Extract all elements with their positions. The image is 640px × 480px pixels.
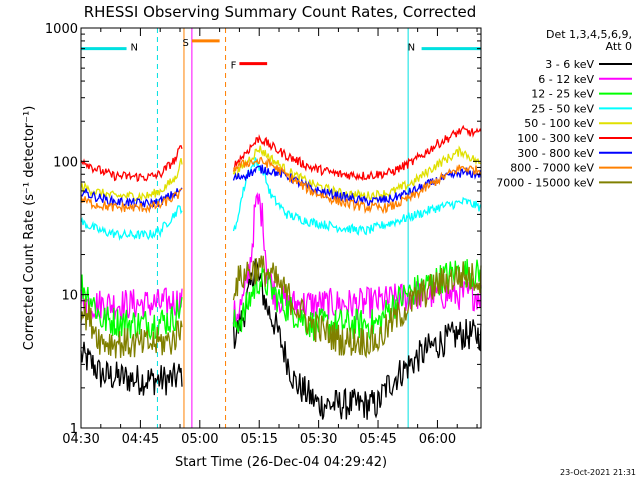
x-tick-label-4: 05:30 bbox=[300, 432, 337, 447]
legend-label-0: 3 - 6 keV bbox=[545, 58, 594, 71]
x-tick-label-0: 04:30 bbox=[62, 432, 99, 447]
legend-label-6: 300 - 800 keV bbox=[517, 147, 594, 160]
x-tick-label-5: 05:45 bbox=[359, 432, 396, 447]
annotation-label-0: N bbox=[131, 43, 138, 54]
axes: 04:30 04:45 05:00 05:15 05:30 05:45 06:00 1 10 10… bbox=[45, 22, 481, 447]
y-tick-label-3: 1000 bbox=[45, 22, 78, 37]
series-line-8 bbox=[80, 255, 482, 359]
x-tick-label-3: 05:15 bbox=[240, 432, 277, 447]
legend-label-8: 7000 - 15000 keV bbox=[496, 176, 594, 189]
series-line-7 bbox=[80, 156, 482, 215]
plot-frame bbox=[80, 27, 482, 429]
y-axis-label: Corrected Count Rate (s⁻¹ detector⁻¹) bbox=[22, 106, 37, 351]
series-line-4 bbox=[80, 145, 482, 202]
legend: Det 1,3,4,5,6,9,Att 0 3 - 6 keV 6 - 12 keV… bbox=[496, 28, 632, 189]
y-tick-label-0: 1 bbox=[70, 422, 78, 437]
legend-label-2: 12 - 25 keV bbox=[531, 88, 594, 101]
annotations-layer: N N S F bbox=[81, 38, 481, 72]
annotation-label-3: F bbox=[231, 61, 237, 72]
x-tick-label-6: 06:00 bbox=[419, 432, 456, 447]
legend-label-3: 25 - 50 keV bbox=[531, 102, 594, 115]
legend-header-0: Det 1,3,4,5,6,9, bbox=[546, 28, 632, 41]
legend-label-4: 50 - 100 keV bbox=[524, 117, 594, 130]
event-markers bbox=[80, 28, 482, 428]
series-line-3 bbox=[80, 157, 482, 242]
x-tick-label-2: 05:00 bbox=[181, 432, 218, 447]
legend-label-7: 800 - 7000 keV bbox=[510, 162, 594, 175]
legend-label-1: 6 - 12 keV bbox=[538, 73, 594, 86]
footer-timestamp: 23-Oct-2021 21:31 bbox=[560, 468, 636, 477]
annotation-label-2: S bbox=[183, 38, 189, 49]
y-tick-label-1: 10 bbox=[61, 289, 78, 304]
x-tick-label-1: 04:45 bbox=[122, 432, 159, 447]
series-layer bbox=[80, 124, 482, 420]
annotation-label-1: N bbox=[408, 43, 415, 54]
y-tick-label-2: 100 bbox=[53, 155, 78, 170]
legend-header-1: Att 0 bbox=[606, 40, 632, 53]
chart-title: RHESSI Observing Summary Count Rates, Co… bbox=[84, 3, 477, 21]
series-line-5 bbox=[80, 124, 482, 183]
legend-label-5: 100 - 300 keV bbox=[517, 132, 594, 145]
x-axis-label: Start Time (26-Dec-04 04:29:42) bbox=[175, 455, 387, 470]
series-line-0 bbox=[80, 258, 482, 420]
